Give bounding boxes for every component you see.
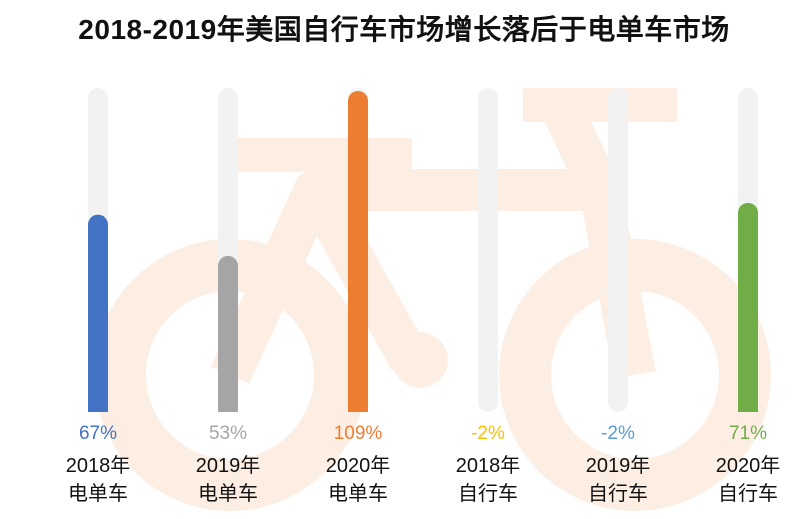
category-label: 2020年 <box>716 454 781 477</box>
value-label: 109% <box>334 423 383 444</box>
category-label: 2018年 <box>456 454 521 477</box>
value-label: 71% <box>729 423 767 444</box>
bar-track <box>608 88 628 412</box>
category-label: 电单车 <box>328 482 388 505</box>
bar-base <box>348 402 368 412</box>
category-label: 自行车 <box>458 482 518 505</box>
bar <box>348 90 368 412</box>
category-label: 电单车 <box>68 482 128 505</box>
category-label: 2019年 <box>196 454 261 477</box>
category-label: 电单车 <box>198 482 258 505</box>
category-label: 自行车 <box>718 482 778 505</box>
category-label: 2020年 <box>326 454 391 477</box>
category-label: 自行车 <box>588 482 648 505</box>
bar-base <box>218 402 238 412</box>
value-label: 67% <box>79 423 117 444</box>
bar <box>88 214 108 412</box>
category-label: 2019年 <box>586 454 651 477</box>
bar-base <box>88 402 108 412</box>
value-label: -2% <box>601 423 635 444</box>
value-label: -2% <box>471 423 505 444</box>
bar-base <box>738 402 758 412</box>
bar <box>738 202 758 412</box>
bar <box>218 255 238 412</box>
value-label: 53% <box>209 423 247 444</box>
category-label: 2018年 <box>66 454 131 477</box>
chart-title: 2018-2019年美国自行车市场增长落后于电单车市场 <box>78 14 730 45</box>
bar-track <box>478 88 498 412</box>
